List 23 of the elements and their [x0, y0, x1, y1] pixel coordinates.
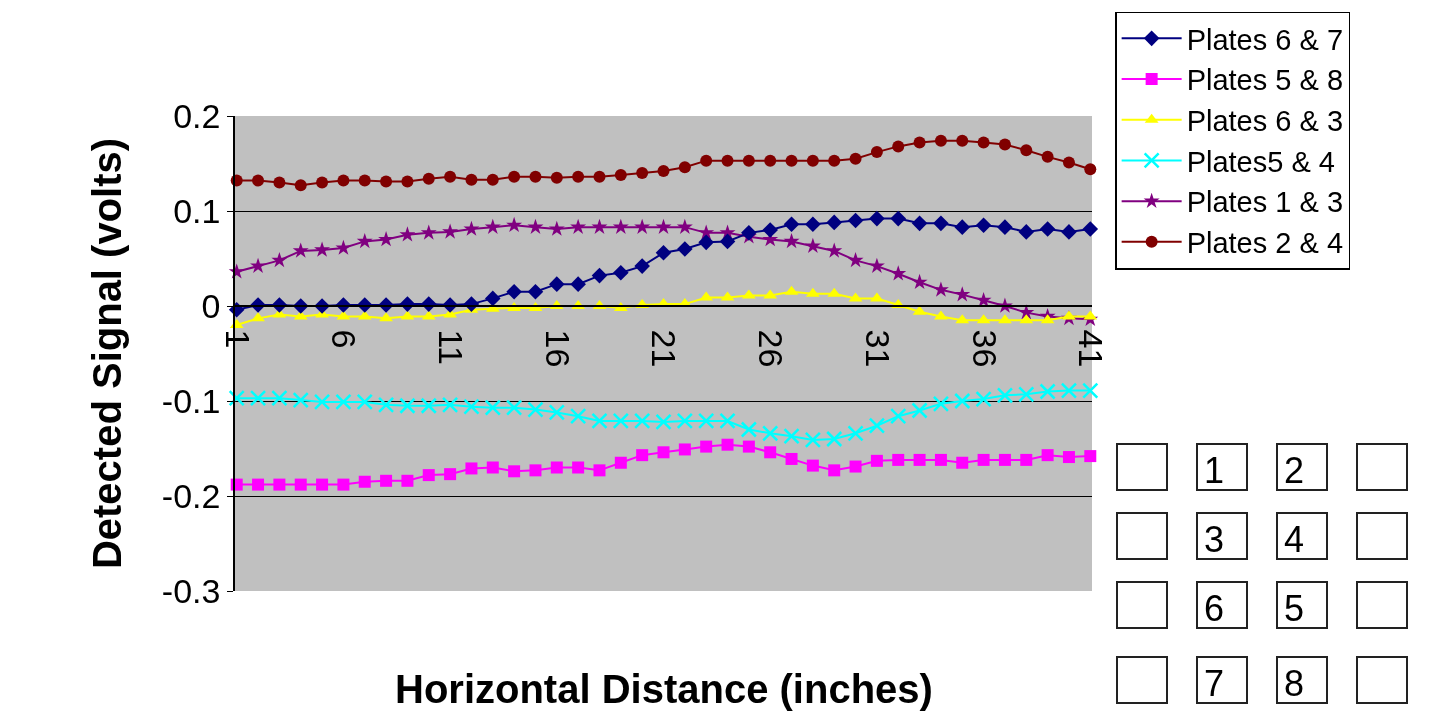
y-axis-title: Detected Signal (volts) — [84, 137, 129, 570]
y-tick-label: 0.2 — [173, 96, 221, 135]
legend-label: Plates 1 & 3 — [1186, 186, 1344, 219]
y-tick-label: 0 — [201, 286, 221, 325]
x-tick-label: 26 — [752, 329, 791, 368]
x-tick-label: 16 — [538, 329, 577, 368]
y-tick-label: -0.3 — [161, 571, 221, 610]
x-tick-label: 31 — [858, 329, 897, 368]
legend-label: Plates 5 & 8 — [1186, 64, 1344, 97]
legend-label: Plates 6 & 3 — [1186, 105, 1344, 138]
legend-label: Plates 6 & 7 — [1186, 23, 1344, 56]
y-tick-label: -0.1 — [161, 381, 221, 420]
legend-label: Plates 2 & 4 — [1186, 227, 1344, 260]
x-tick-label: 11 — [432, 329, 471, 365]
y-tick-label: 0.1 — [173, 191, 221, 230]
legend-label: Plates5 & 4 — [1186, 145, 1335, 178]
plate-grid: 1 2 3 4 6 5 7 8 — [1116, 443, 1412, 711]
y-tick-label: -0.2 — [161, 476, 221, 515]
x-tick-label: 6 — [325, 329, 364, 349]
x-axis-title: Horizontal Distance (inches) — [395, 667, 933, 711]
x-tick-label: 21 — [645, 329, 684, 368]
x-tick-label: 36 — [965, 329, 1004, 368]
x-tick-label: 41 — [1072, 329, 1111, 368]
